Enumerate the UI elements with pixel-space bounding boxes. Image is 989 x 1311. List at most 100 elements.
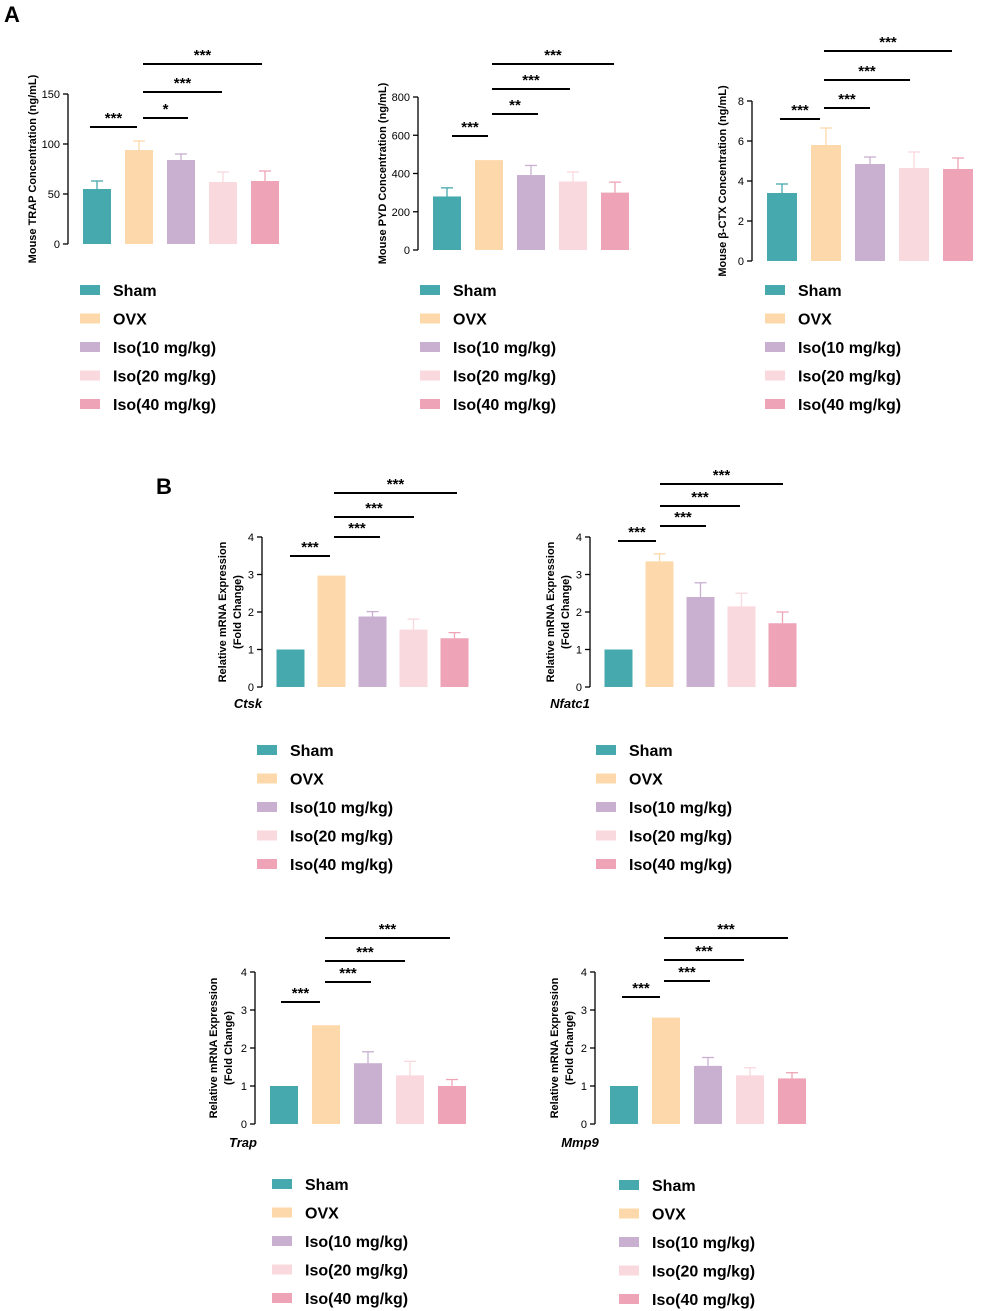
- significance-label: ***: [356, 944, 374, 961]
- significance-label: ***: [674, 509, 692, 526]
- bar-sham: [767, 193, 797, 261]
- legend-label: Iso(20 mg/kg): [453, 369, 556, 386]
- legend-swatch: [596, 802, 616, 812]
- legend-label: Iso(20 mg/kg): [305, 1263, 408, 1280]
- y-tick-label: 2: [738, 216, 744, 228]
- y-axis-label: (Fold Change): [564, 1011, 576, 1085]
- y-tick-label: 3: [248, 570, 254, 582]
- y-tick-label: 150: [42, 89, 60, 101]
- y-axis-label: Relative mRNA Expression: [545, 541, 557, 682]
- bar-sham: [270, 1086, 298, 1124]
- bar-iso-20-mg-kg-: [736, 1075, 764, 1124]
- legend-label: Iso(10 mg/kg): [305, 1234, 408, 1251]
- bar-iso-40-mg-kg-: [943, 169, 973, 261]
- bar-iso-20-mg-kg-: [899, 168, 929, 261]
- chart-3: 0 2 4 6 8 Mouse β-CTX Concentration (ng/mL) **…: [717, 34, 973, 414]
- bar-iso-40-mg-kg-: [251, 181, 279, 244]
- bar-iso-10-mg-kg-: [686, 597, 715, 687]
- y-tick-label: 4: [248, 532, 254, 544]
- bar-iso-10-mg-kg-: [855, 164, 885, 261]
- legend-label: OVX: [652, 1207, 686, 1224]
- significance-label: ***: [713, 467, 731, 484]
- bar-iso-10-mg-kg-: [358, 616, 387, 687]
- legend-swatch: [80, 342, 100, 352]
- legend-label: Sham: [652, 1178, 696, 1195]
- gene-label: Nfatc1: [550, 696, 590, 711]
- legend-label: Sham: [305, 1177, 349, 1194]
- legend-swatch: [272, 1293, 292, 1303]
- legend: Sham OVX Iso(10 mg/kg) Iso(20 mg/kg) Iso(40 …: [80, 283, 216, 414]
- significance-label: ***: [194, 47, 212, 64]
- bar-ovx: [652, 1017, 680, 1124]
- legend-swatch: [420, 370, 440, 381]
- chart-5: 0 1 2 3 4 Relative mRNA Expression (Fold Chang…: [545, 467, 797, 874]
- legend-label: Iso(10 mg/kg): [453, 340, 556, 357]
- chart-7: 0 1 2 3 4 Relative mRNA Expression (Fold Chang…: [549, 921, 806, 1309]
- legend-label: Iso(10 mg/kg): [629, 800, 732, 817]
- significance-label: ***: [691, 489, 709, 506]
- legend-swatch: [596, 830, 616, 841]
- legend-swatch: [272, 1179, 292, 1189]
- legend-swatch: [257, 745, 277, 755]
- y-tick-label: 2: [241, 1043, 247, 1055]
- significance-label: ***: [791, 102, 809, 119]
- bar-ovx: [125, 150, 153, 244]
- legend: Sham OVX Iso(10 mg/kg) Iso(20 mg/kg) Iso(40 …: [765, 283, 901, 414]
- legend-label: Iso(20 mg/kg): [290, 829, 393, 846]
- legend-label: Sham: [113, 283, 157, 300]
- significance-label: ***: [632, 980, 650, 997]
- significance-label: ***: [365, 500, 383, 517]
- panel-letter-b: B: [156, 474, 172, 499]
- y-tick-label: 0: [581, 1119, 587, 1131]
- legend-swatch: [619, 1208, 639, 1219]
- bar-ovx: [645, 561, 674, 687]
- panel-letter-a: A: [4, 2, 20, 27]
- legend-label: Iso(10 mg/kg): [652, 1235, 755, 1252]
- bar-ovx: [317, 575, 346, 687]
- legend: Sham OVX Iso(10 mg/kg) Iso(20 mg/kg) Iso(40 …: [420, 283, 556, 414]
- significance-label: ***: [522, 72, 540, 89]
- legend-swatch: [596, 745, 616, 755]
- y-tick-label: 2: [576, 607, 582, 619]
- legend-swatch: [619, 1180, 639, 1190]
- bar-sham: [610, 1086, 638, 1124]
- legend-swatch: [619, 1294, 639, 1304]
- legend: Sham OVX Iso(10 mg/kg) Iso(20 mg/kg) Iso(40 …: [596, 743, 732, 874]
- chart-4: 0 1 2 3 4 Relative mRNA Expression (Fold Chang…: [217, 476, 469, 874]
- legend-swatch: [80, 399, 100, 409]
- legend-swatch: [765, 285, 785, 295]
- legend-label: Iso(20 mg/kg): [652, 1264, 755, 1281]
- bar-sham: [433, 196, 461, 250]
- y-axis-label: Relative mRNA Expression: [208, 977, 220, 1118]
- bar-sham: [83, 189, 111, 244]
- legend-swatch: [80, 313, 100, 324]
- y-tick-label: 50: [48, 189, 60, 201]
- significance-label: ***: [628, 524, 646, 541]
- gene-label: Mmp9: [561, 1135, 599, 1150]
- y-tick-label: 3: [576, 570, 582, 582]
- legend-label: Iso(40 mg/kg): [629, 857, 732, 874]
- significance-label: ***: [292, 985, 310, 1002]
- legend-label: OVX: [629, 772, 663, 789]
- bar-iso-10-mg-kg-: [517, 175, 545, 250]
- bar-iso-40-mg-kg-: [440, 638, 469, 687]
- bar-ovx: [475, 160, 503, 250]
- legend-label: OVX: [113, 312, 147, 329]
- y-tick-label: 0: [248, 682, 254, 694]
- y-axis-label: Mouse PYD Concentration (ng/mL): [377, 82, 389, 264]
- legend-swatch: [420, 313, 440, 324]
- significance-label: ***: [879, 34, 897, 51]
- legend-swatch: [272, 1207, 292, 1218]
- legend-swatch: [420, 399, 440, 409]
- significance-label: ***: [379, 921, 397, 938]
- significance-label: ***: [717, 921, 735, 938]
- legend-swatch: [257, 802, 277, 812]
- legend-label: Iso(40 mg/kg): [305, 1291, 408, 1308]
- y-tick-label: 400: [392, 169, 410, 181]
- bar-iso-40-mg-kg-: [601, 192, 629, 250]
- legend-label: Iso(40 mg/kg): [453, 397, 556, 414]
- legend-label: Iso(40 mg/kg): [113, 397, 216, 414]
